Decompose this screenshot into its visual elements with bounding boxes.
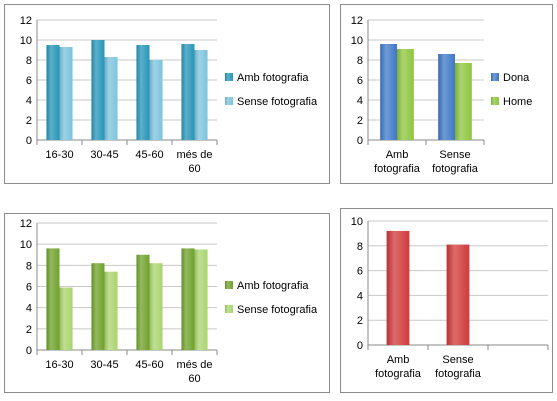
y-tick-label: 10 (351, 216, 363, 228)
legend-label: Amb fotografia (237, 280, 309, 292)
bar (149, 263, 163, 350)
bar (136, 45, 150, 140)
legend-label: Sense fotografia (237, 304, 318, 316)
bar (91, 263, 105, 350)
chart-age-teal: 0 2 4 6 8 10 12 16-30 30-45 45-60 més de 60 Amb foto… (20, 15, 318, 175)
x-tick-label: 16-30 (45, 149, 73, 161)
chart-gender: 0 2 4 6 8 10 12 Amb fotografia Sense fotografia Don… (351, 15, 533, 175)
y-tick-label: 2 (26, 115, 32, 127)
bar (455, 63, 472, 140)
x-tick-label: 16-30 (45, 359, 73, 371)
x-tick-label: 45-60 (135, 359, 163, 371)
y-tick-label: 12 (20, 218, 32, 230)
legend-swatch (491, 73, 499, 81)
bar (136, 254, 150, 350)
y-tick-label: 10 (20, 35, 32, 47)
y-tick-label: 10 (20, 239, 32, 251)
x-tick-label: 45-60 (135, 149, 163, 161)
bar (181, 44, 195, 140)
legend-label: Dona (503, 72, 530, 84)
y-tick-label: 10 (351, 35, 363, 47)
bar (59, 47, 73, 140)
y-tick-label: 6 (357, 75, 363, 87)
x-tick-label: fotografia (435, 368, 482, 380)
legend-swatch (491, 97, 499, 105)
bar (104, 271, 118, 350)
bar (181, 248, 195, 350)
bar (386, 230, 410, 345)
bar (46, 248, 60, 350)
chart-panel-gender: 0 2 4 6 8 10 12 Amb fotografia Sense fotografia Don… (340, 4, 553, 184)
y-tick-label: 6 (26, 282, 32, 294)
legend-swatch (225, 73, 233, 81)
y-tick-label: 0 (357, 340, 363, 352)
y-tick-label: 8 (357, 241, 363, 253)
x-tick-label: fotografia (432, 163, 479, 175)
x-tick-label: 30-45 (90, 359, 118, 371)
chart-panel-age-green: 0 2 4 6 8 10 12 16-30 30-45 45-60 més de 60 Amb foto… (4, 213, 330, 393)
y-tick-label: 2 (357, 115, 363, 127)
legend-label: Sense fotografia (237, 96, 318, 108)
x-tick-label: fotografia (374, 163, 421, 175)
bar (380, 44, 397, 140)
bar (438, 54, 455, 140)
y-tick-label: 6 (26, 75, 32, 87)
x-tick-label: 60 (188, 373, 200, 385)
legend-swatch (225, 281, 233, 289)
x-tick-label: Sense (442, 354, 473, 366)
x-tick-label: Sense (439, 149, 470, 161)
x-tick-label: 60 (188, 163, 200, 175)
y-tick-label: 4 (26, 303, 32, 315)
y-tick-label: 2 (26, 324, 32, 336)
x-tick-label: fotografia (375, 368, 422, 380)
bar (194, 249, 208, 350)
y-tick-label: 2 (357, 315, 363, 327)
y-tick-label: 4 (26, 95, 32, 107)
y-tick-label: 8 (357, 55, 363, 67)
y-tick-label: 0 (357, 135, 363, 147)
bar (46, 45, 60, 140)
x-tick-label: Amb (386, 149, 409, 161)
chart-overall: 0 2 4 6 8 10 Amb fotografia Sense fotografia (351, 216, 549, 380)
bar (194, 50, 208, 140)
bar (397, 49, 414, 140)
x-tick-label: més de (176, 359, 212, 371)
chart-panel-overall: 0 2 4 6 8 10 Amb fotografia Sense fotografia (340, 208, 553, 393)
y-tick-label: 8 (26, 55, 32, 67)
legend-swatch (225, 305, 233, 313)
legend-swatch (225, 97, 233, 105)
bar (446, 244, 470, 345)
legend-label: Amb fotografia (237, 72, 309, 84)
bar (104, 57, 118, 140)
y-tick-label: 8 (26, 260, 32, 272)
y-tick-label: 6 (357, 266, 363, 278)
y-tick-label: 4 (357, 290, 363, 302)
chart-panel-age-teal: 0 2 4 6 8 10 12 16-30 30-45 45-60 més de 60 Amb foto… (4, 4, 330, 184)
bar (59, 287, 73, 350)
y-tick-label: 4 (357, 95, 363, 107)
chart-age-green: 0 2 4 6 8 10 12 16-30 30-45 45-60 més de 60 Amb foto… (20, 218, 318, 385)
x-tick-label: més de (176, 149, 212, 161)
y-tick-label: 0 (26, 345, 32, 357)
y-tick-label: 12 (351, 15, 363, 27)
y-tick-label: 12 (20, 15, 32, 27)
y-tick-label: 0 (26, 135, 32, 147)
bar (91, 40, 105, 140)
bar (149, 60, 163, 140)
x-tick-label: Amb (387, 354, 410, 366)
legend-label: Home (503, 96, 532, 108)
x-tick-label: 30-45 (90, 149, 118, 161)
